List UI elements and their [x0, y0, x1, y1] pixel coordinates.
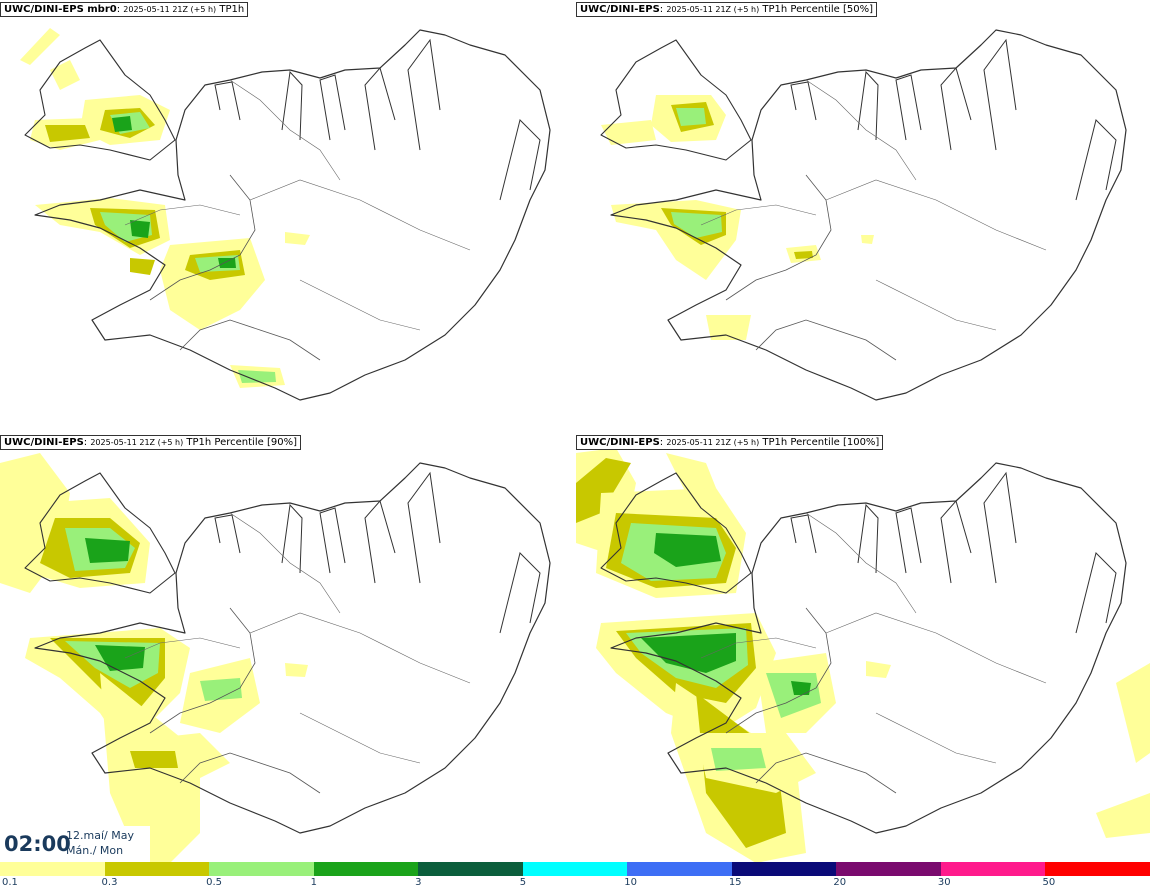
panel-title: UWC/DINI-EPS mbr0: 2025-05-11 21Z (+5 h)… — [0, 2, 249, 17]
variable-name: TP1h — [219, 4, 245, 15]
run-time: 2025-05-11 21Z (+5 h) — [90, 438, 184, 447]
colorbar-tick-label: 1 — [310, 877, 317, 888]
precipitation-map — [0, 453, 551, 863]
colorbar-segment — [418, 862, 524, 876]
precipitation-map — [20, 28, 551, 401]
model-name: UWC/DINI-EPS mbr0 — [4, 4, 117, 15]
variable-name: TP1h Percentile [90%] — [186, 437, 297, 448]
model-name: UWC/DINI-EPS — [580, 4, 660, 15]
colorbar-segment — [1045, 862, 1150, 876]
precipitation-map — [600, 29, 1127, 401]
map-panel-p50: UWC/DINI-EPS: 2025-05-11 21Z (+5 h) TP1h… — [576, 0, 1150, 430]
variable-name: TP1h Percentile [50%] — [762, 4, 873, 15]
precipitation-map — [576, 448, 1150, 863]
variable-name: TP1h Percentile [100%] — [762, 437, 880, 448]
valid-time-box: 02:00 12.maí/ May Mán./ Mon — [0, 826, 150, 862]
valid-time: 02:00 — [4, 832, 71, 856]
colorbar-segment — [836, 862, 942, 876]
map-panel-p100: UWC/DINI-EPS: 2025-05-11 21Z (+5 h) TP1h… — [576, 433, 1150, 863]
colorbar-tick-label: 5 — [519, 877, 527, 888]
run-time: 2025-05-11 21Z (+5 h) — [666, 5, 760, 14]
colorbar-segment — [0, 862, 106, 876]
colorbar-tick-label: 30 — [937, 877, 951, 888]
panel-title: UWC/DINI-EPS: 2025-05-11 21Z (+5 h) TP1h… — [576, 2, 877, 17]
valid-weekday: Mán./ Mon — [66, 844, 124, 857]
map-panel-p90: UWC/DINI-EPS: 2025-05-11 21Z (+5 h) TP1h… — [0, 433, 574, 863]
valid-date: 12.maí/ May — [66, 829, 134, 842]
colorbar-tick-label: 10 — [624, 877, 637, 888]
colorbar-segment — [940, 862, 1047, 876]
colorbar-tick-labels: 0.1 0.3 0.5 1 3 5 10 15 20 30 50 — [0, 877, 1150, 891]
run-time: 2025-05-11 21Z (+5 h) — [123, 5, 217, 14]
colorbar-segment — [313, 862, 420, 876]
run-time: 2025-05-11 21Z (+5 h) — [666, 438, 760, 447]
precipitation-colorbar — [0, 862, 1150, 876]
colorbar-tick-label: 3 — [415, 877, 422, 888]
model-name: UWC/DINI-EPS — [580, 437, 660, 448]
colorbar-segment — [104, 862, 211, 876]
colorbar-tick-label: 50 — [1042, 877, 1056, 888]
colorbar-tick-label: 20 — [833, 877, 847, 888]
map-panel-mbr0: UWC/DINI-EPS mbr0: 2025-05-11 21Z (+5 h)… — [0, 0, 574, 430]
panel-title: UWC/DINI-EPS: 2025-05-11 21Z (+5 h) TP1h… — [576, 435, 884, 450]
colorbar-tick-label: 0.1 — [2, 877, 18, 888]
colorbar-segment — [522, 862, 629, 876]
colorbar-tick-label: 0.3 — [101, 877, 118, 888]
colorbar-segment — [627, 862, 733, 876]
colorbar-tick-label: 15 — [728, 877, 742, 888]
colorbar-tick-label: 0.5 — [206, 877, 222, 888]
colorbar-segment — [731, 862, 838, 876]
panel-title: UWC/DINI-EPS: 2025-05-11 21Z (+5 h) TP1h… — [0, 435, 301, 450]
colorbar-segment — [209, 862, 315, 876]
model-name: UWC/DINI-EPS — [4, 437, 84, 448]
